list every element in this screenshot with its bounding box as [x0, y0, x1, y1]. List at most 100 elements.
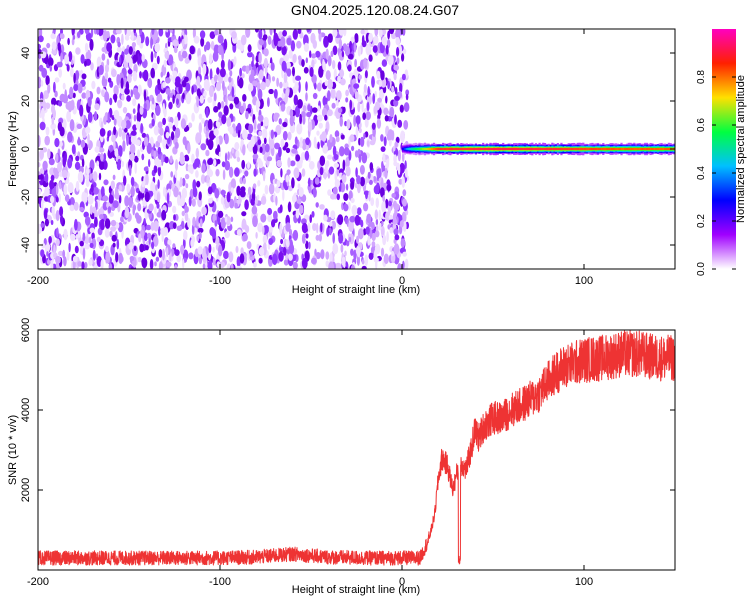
noise-blob [51, 205, 55, 217]
ridge-cell [522, 148, 525, 150]
noise-blob [98, 147, 105, 153]
noise-blob [306, 111, 312, 118]
noise-blob [231, 148, 235, 154]
ridge-cell [596, 148, 599, 150]
ridge-cell [458, 148, 461, 150]
ridge-cell [491, 148, 494, 150]
noise-blob [286, 169, 291, 175]
noise-blob [96, 29, 100, 36]
noise-blob [71, 29, 75, 36]
noise-blob [384, 115, 389, 122]
noise-blob [113, 109, 120, 120]
noise-blob [234, 142, 240, 151]
noise-blob [378, 80, 383, 87]
noise-blob [165, 131, 170, 139]
noise-blob [227, 95, 234, 102]
noise-blob [121, 160, 125, 168]
ridge-cell [607, 148, 610, 150]
noise-blob [289, 109, 294, 118]
noise-blob [256, 102, 259, 113]
noise-blob [158, 226, 161, 236]
noise-blob [377, 97, 382, 103]
noise-blob [290, 40, 296, 52]
colorbar-ticks: 0.0 0.2 0.4 0.6 0.8 [696, 70, 736, 276]
noise-blob [118, 127, 123, 138]
noise-blob [96, 56, 102, 68]
ridge-cell [507, 148, 510, 150]
noise-blob [267, 97, 270, 108]
noise-blob [332, 186, 338, 195]
noise-blob [321, 131, 327, 142]
noise-blob [355, 36, 359, 43]
noise-blob [192, 29, 196, 39]
noise-blob [80, 54, 85, 64]
noise-blob [393, 154, 397, 164]
noise-blob [139, 71, 142, 79]
noise-blob [156, 192, 161, 203]
noise-blob [372, 45, 378, 53]
noise-blob [55, 238, 60, 246]
noise-blob [367, 171, 371, 179]
noise-blob [280, 103, 286, 112]
noise-blob [133, 114, 137, 122]
noise-blob [109, 97, 113, 106]
noise-blob [117, 41, 121, 48]
noise-blob [295, 154, 301, 162]
noise-blob [153, 190, 157, 197]
noise-blob [388, 205, 391, 215]
noise-blob [81, 158, 85, 168]
noise-blob [359, 164, 365, 175]
noise-blob [262, 225, 265, 235]
noise-blob [143, 89, 147, 102]
noise-blob [175, 76, 181, 85]
noise-blob [76, 123, 83, 129]
noise-blob [196, 88, 201, 97]
noise-blob [198, 113, 203, 120]
noise-blob [165, 29, 169, 33]
noise-blob [228, 166, 234, 178]
noise-blob [57, 161, 63, 173]
noise-blob [225, 95, 228, 108]
noise-blob [155, 184, 158, 191]
noise-blob [168, 101, 173, 110]
noise-blob [365, 32, 370, 44]
ridge-cell [549, 148, 552, 150]
noise-blob [157, 121, 163, 129]
noise-blob [285, 88, 290, 98]
noise-blob [180, 244, 185, 255]
noise-blob [47, 259, 51, 265]
noise-blob [401, 176, 405, 189]
noise-blob [59, 181, 62, 190]
noise-blob [349, 215, 356, 223]
noise-blob [363, 202, 369, 212]
noise-blob [162, 81, 166, 88]
ridge-cell [633, 148, 636, 150]
noise-blob [86, 232, 89, 243]
noise-blob [363, 228, 367, 236]
noise-blob [260, 121, 264, 127]
noise-blob [141, 54, 145, 62]
noise-blob [151, 118, 155, 127]
noise-blob [380, 134, 384, 142]
noise-blob [294, 81, 299, 92]
ridge-cell [478, 148, 481, 150]
noise-blob [353, 249, 357, 260]
noise-blob [356, 235, 359, 244]
noise-blob [118, 194, 122, 204]
ridge-cell [667, 148, 670, 150]
noise-blob [315, 252, 321, 260]
spectrogram-ridge [402, 142, 675, 156]
noise-blob [174, 115, 179, 128]
noise-blob [214, 29, 219, 36]
noise-blob [140, 122, 144, 134]
noise-blob [323, 97, 328, 104]
noise-blob [187, 164, 194, 173]
noise-blob [222, 80, 225, 92]
noise-blob [358, 127, 362, 134]
ridge-cell [436, 148, 439, 150]
noise-blob [49, 65, 52, 72]
noise-blob [308, 241, 311, 250]
noise-blob [69, 86, 74, 98]
noise-blob [387, 129, 394, 141]
noise-blob [125, 120, 131, 129]
